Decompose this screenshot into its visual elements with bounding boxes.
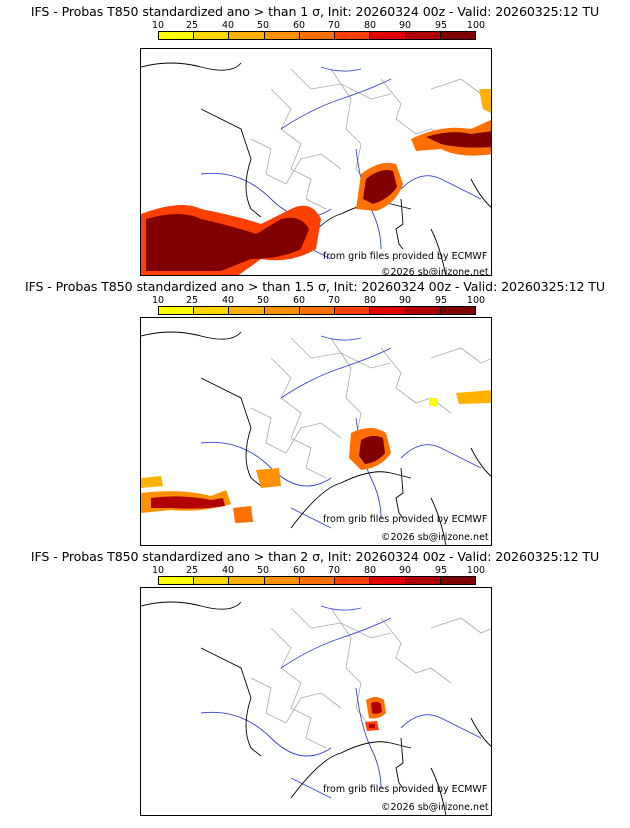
legend-swatch (335, 32, 371, 39)
legend-label: 50 (256, 20, 270, 31)
source-credit: from grib files provided by ECMWF (323, 251, 488, 262)
map-graphic (141, 331, 491, 545)
legend-swatch (299, 32, 336, 39)
legend-swatch (229, 577, 265, 584)
legend-swatch (299, 307, 336, 314)
legend-label: 95 (434, 565, 448, 576)
legend-label: 90 (398, 20, 412, 31)
source-credit: from grib files provided by ECMWF (323, 784, 488, 795)
legend-labels: 10 25 40 50 60 70 80 90 95 100 (141, 565, 491, 576)
legend-swatch (194, 577, 230, 584)
panel-2: IFS - Probas T850 standardized ano > tha… (0, 279, 630, 547)
legend-swatch (370, 32, 406, 39)
legend-label: 10 (151, 20, 165, 31)
legend-label: 80 (363, 20, 377, 31)
legend-labels: 10 25 40 50 60 70 80 90 95 100 (141, 295, 491, 306)
legend-label: 60 (292, 20, 306, 31)
legend-label: 100 (466, 20, 486, 31)
legend-label: 40 (221, 565, 235, 576)
panel-title: IFS - Probas T850 standardized ano > tha… (30, 4, 600, 19)
map-graphic (141, 62, 491, 275)
map: from grib files provided by ECMWF ©2026 … (140, 48, 492, 276)
legend-swatch (159, 32, 195, 39)
legend-label: 50 (256, 565, 270, 576)
color-legend (158, 576, 476, 585)
panel-3: IFS - Probas T850 standardized ano > tha… (0, 549, 630, 817)
legend-label: 70 (327, 565, 341, 576)
legend-label: 100 (466, 295, 486, 306)
legend-label: 25 (185, 295, 199, 306)
legend-swatch (370, 307, 406, 314)
legend-swatch (335, 307, 371, 314)
legend-label: 25 (185, 20, 199, 31)
legend-label: 50 (256, 295, 270, 306)
legend-label: 40 (221, 295, 235, 306)
legend-swatch (194, 32, 230, 39)
legend-swatch (229, 307, 265, 314)
copyright: ©2026 sb@irizone.net (381, 802, 489, 813)
legend-swatch (264, 307, 300, 314)
legend-label: 10 (151, 565, 165, 576)
legend-swatch (440, 577, 475, 584)
legend-swatch (405, 577, 441, 584)
legend-swatch (264, 577, 300, 584)
legend-swatch (159, 307, 195, 314)
legend-swatch (159, 577, 195, 584)
legend-label: 25 (185, 565, 199, 576)
legend-labels: 10 25 40 50 60 70 80 90 95 100 (141, 20, 491, 31)
legend-swatch (194, 307, 230, 314)
legend-label: 60 (292, 295, 306, 306)
color-legend (158, 31, 476, 40)
legend-label: 10 (151, 295, 165, 306)
copyright: ©2026 sb@irizone.net (381, 532, 489, 543)
legend-label: 90 (398, 295, 412, 306)
panel-title: IFS - Probas T850 standardized ano > tha… (24, 279, 606, 294)
map: from grib files provided by ECMWF ©2026 … (140, 317, 492, 546)
legend-label: 100 (466, 565, 486, 576)
copyright: ©2026 sb@irizone.net (381, 267, 489, 276)
legend-label: 70 (327, 295, 341, 306)
legend-label: 60 (292, 565, 306, 576)
legend-swatch (440, 32, 475, 39)
legend-label: 95 (434, 20, 448, 31)
legend-label: 80 (363, 295, 377, 306)
legend-label: 80 (363, 565, 377, 576)
source-credit: from grib files provided by ECMWF (323, 514, 488, 525)
color-legend (158, 306, 476, 315)
legend-label: 90 (398, 565, 412, 576)
legend-label: 70 (327, 20, 341, 31)
panel-title: IFS - Probas T850 standardized ano > tha… (30, 549, 600, 564)
legend-swatch (440, 307, 475, 314)
map: from grib files provided by ECMWF ©2026 … (140, 587, 492, 816)
legend-label: 40 (221, 20, 235, 31)
map-graphic (141, 601, 491, 815)
panel-1: IFS - Probas T850 standardized ano > tha… (0, 4, 630, 276)
legend-swatch (229, 32, 265, 39)
legend-swatch (370, 577, 406, 584)
legend-swatch (335, 577, 371, 584)
legend-swatch (405, 32, 441, 39)
legend-label: 95 (434, 295, 448, 306)
legend-swatch (405, 307, 441, 314)
legend-swatch (264, 32, 300, 39)
legend-swatch (299, 577, 336, 584)
